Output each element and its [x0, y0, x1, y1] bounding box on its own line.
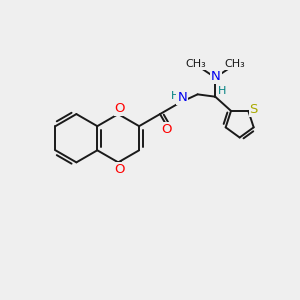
Text: CH₃: CH₃ [185, 59, 206, 69]
Text: CH₃: CH₃ [224, 59, 245, 69]
Text: O: O [161, 123, 172, 136]
Text: N: N [177, 92, 187, 104]
Text: O: O [114, 163, 125, 176]
Text: H: H [218, 86, 226, 96]
Text: O: O [114, 102, 125, 115]
Text: N: N [211, 70, 221, 83]
Text: H: H [171, 91, 180, 101]
Text: S: S [249, 103, 258, 116]
